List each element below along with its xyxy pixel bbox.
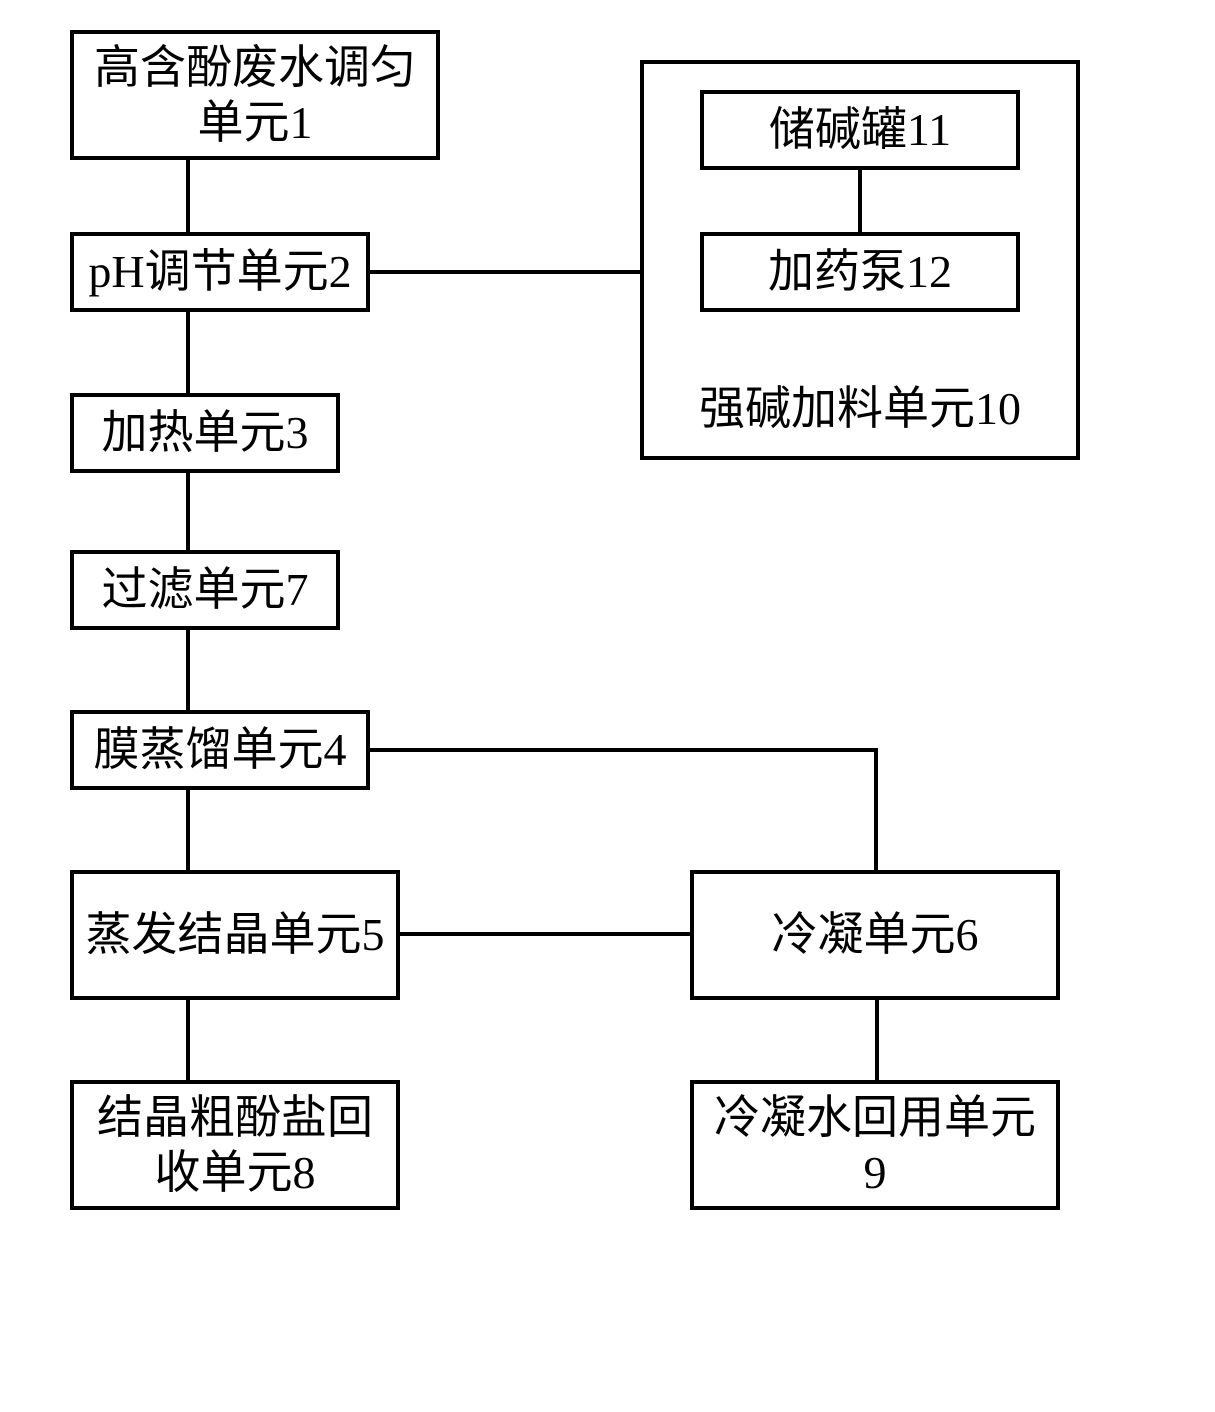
node-n12: 加药泵12 [700,232,1020,312]
node-label: 储碱罐11 [769,102,951,157]
edge-n4-n6a [370,748,878,752]
node-label: 高含酚废水调匀单元1 [84,40,426,150]
node-label: 蒸发结晶单元5 [86,907,385,962]
node-n5: 蒸发结晶单元5 [70,870,400,1000]
node-n1: 高含酚废水调匀单元1 [70,30,440,160]
edge-n3-n7 [186,473,190,550]
edge-n2-n10 [370,270,640,274]
node-label: 结晶粗酚盐回收单元8 [84,1090,386,1200]
edge-n2-n3 [186,312,190,393]
node-label: 强碱加料单元10 [699,381,1021,436]
node-label: 加热单元3 [102,405,309,460]
edge-n7-n4 [186,630,190,710]
edge-n11-n12 [858,170,862,232]
node-label: 冷凝单元6 [772,907,979,962]
edge-n1-n2 [186,160,190,232]
node-n6: 冷凝单元6 [690,870,1060,1000]
node-n8: 结晶粗酚盐回收单元8 [70,1080,400,1210]
edge-n6-n9 [875,1000,879,1080]
node-n2: pH调节单元2 [70,232,370,312]
node-label: pH调节单元2 [88,244,351,299]
edge-n4-n5 [186,790,190,870]
node-label: 冷凝水回用单元9 [704,1090,1046,1200]
node-label: 膜蒸馏单元4 [94,722,347,777]
edge-n4a-n6 [874,748,878,870]
node-n4: 膜蒸馏单元4 [70,710,370,790]
node-n7: 过滤单元7 [70,550,340,630]
node-label: 加药泵12 [768,244,952,299]
edge-n5-n8 [186,1000,190,1080]
node-label: 过滤单元7 [102,562,309,617]
node-n9: 冷凝水回用单元9 [690,1080,1060,1210]
edge-n5-n6 [400,932,690,936]
node-n3: 加热单元3 [70,393,340,473]
node-n11: 储碱罐11 [700,90,1020,170]
